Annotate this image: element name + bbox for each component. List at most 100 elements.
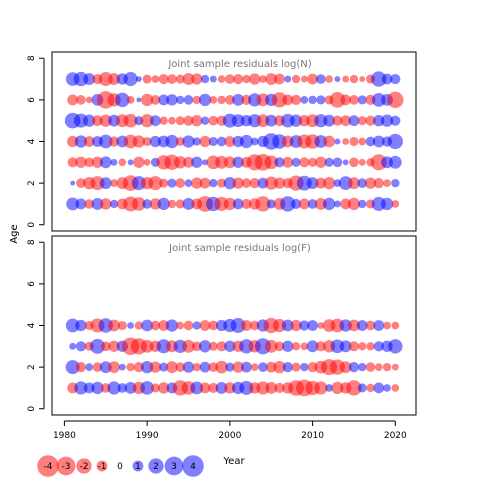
bubble-age2-2006 xyxy=(273,360,286,374)
bubble-age1-2014 xyxy=(340,198,352,210)
bubble-age4-1998 xyxy=(208,320,219,331)
y-tick-label: 0 xyxy=(27,406,37,412)
bubble-age1-1992 xyxy=(158,382,170,394)
bubble-age1-2017 xyxy=(366,383,375,393)
bubble-age1-2007 xyxy=(280,196,296,212)
bubble-age4-2001 xyxy=(230,318,246,333)
bubble-age1-1997 xyxy=(199,382,211,394)
bubble-age3-2001 xyxy=(232,156,244,168)
legend-label: 3 xyxy=(171,462,177,472)
bubble-age2-2001 xyxy=(232,177,244,189)
bubble-age7-1998 xyxy=(209,75,217,83)
bubble-age6-1989 xyxy=(136,97,142,103)
bubble-age1-2013 xyxy=(333,200,341,208)
bubble-age1-2009 xyxy=(298,198,310,210)
bubble-age1-1999 xyxy=(215,382,228,394)
bubble-age4-2011 xyxy=(317,322,325,329)
bubble-age6-1983 xyxy=(85,96,93,104)
panel-logn-frame xyxy=(51,51,417,232)
bubble-age2-2000 xyxy=(225,362,235,372)
bubble-age4-2017 xyxy=(365,136,376,147)
bubble-age4-1995 xyxy=(183,320,194,331)
bubble-age3-2014 xyxy=(342,159,349,166)
bubble-age7-1997 xyxy=(200,74,210,84)
bubble-age7-2016 xyxy=(359,76,366,83)
bubble-age2-2016 xyxy=(357,178,368,188)
bubble-age4-1996 xyxy=(192,137,201,146)
bubble-age1-1986 xyxy=(107,381,121,395)
bubble-age7-1996 xyxy=(191,73,203,85)
bubble-age7-1991 xyxy=(151,75,160,83)
y-tick-label: 2 xyxy=(27,180,37,186)
bubble-age7-2000 xyxy=(225,74,235,84)
bubble-age2-2000 xyxy=(223,176,237,190)
bubble-age4-2000 xyxy=(224,136,236,147)
bubble-age4-1994 xyxy=(176,321,185,330)
bubble-age3-1989 xyxy=(133,156,145,168)
bubble-age4-2013 xyxy=(334,138,341,145)
bubble-age6-2007 xyxy=(282,94,294,106)
bubble-age4-2017 xyxy=(365,320,376,331)
bubble-age7-2009 xyxy=(300,75,308,83)
bubble-age5-1996 xyxy=(191,115,203,127)
bubble-age1-2020 xyxy=(391,200,400,208)
bubble-age3-2011 xyxy=(315,341,326,352)
bubble-age1-1983 xyxy=(83,382,95,394)
bubble-age7-2002 xyxy=(242,74,251,84)
bubble-age7-2003 xyxy=(249,73,261,85)
bubble-age3-1995 xyxy=(182,339,195,353)
bubble-age2-2008 xyxy=(291,362,301,372)
bubble-age4-1991 xyxy=(150,320,161,331)
bubble-age1-2018 xyxy=(373,382,385,394)
bubble-age4-1981 xyxy=(65,318,80,333)
bubble-age1-1989 xyxy=(132,197,146,211)
bubble-age2-2020 xyxy=(391,178,400,188)
bubble-age5-2019 xyxy=(380,114,394,127)
bubble-age2-1999 xyxy=(217,178,227,188)
bubble-age7-1989 xyxy=(135,76,142,83)
bubble-age2-1993 xyxy=(167,178,177,188)
bubble-age3-2005 xyxy=(264,339,278,353)
bubble-age3-1981 xyxy=(69,342,77,350)
bubble-age2-2007 xyxy=(282,362,293,373)
panel-logf-bubbles xyxy=(65,317,403,397)
bubble-age4-1991 xyxy=(149,135,162,148)
bubble-age4-2003 xyxy=(249,320,260,331)
bubble-age2-2018 xyxy=(374,363,383,371)
y-tick-label: 8 xyxy=(27,55,37,61)
bubble-age1-2010 xyxy=(307,199,318,209)
bubble-age2-2002 xyxy=(241,178,252,188)
bubble-age5-1995 xyxy=(183,115,194,126)
bubble-age1-1991 xyxy=(150,383,160,393)
bubble-age2-2011 xyxy=(315,177,327,189)
bubble-age2-2001 xyxy=(232,361,244,373)
bubble-age2-2020 xyxy=(391,363,399,371)
bubble-age5-1997 xyxy=(200,116,210,125)
bubble-age4-2002 xyxy=(239,134,254,149)
bubble-age4-2018 xyxy=(372,135,385,148)
bubble-age4-2020 xyxy=(391,321,400,330)
bubble-age3-1984 xyxy=(91,156,104,168)
bubble-age7-2014 xyxy=(342,75,350,83)
bubble-age6-1981 xyxy=(67,94,79,106)
bubble-age4-1988 xyxy=(127,322,135,329)
bubble-age6-2016 xyxy=(357,95,367,105)
bubble-age3-2020 xyxy=(388,155,402,169)
bubble-age2-1993 xyxy=(166,361,178,374)
bubble-age2-2006 xyxy=(273,177,286,189)
bubble-age1-1992 xyxy=(157,197,170,211)
bubble-age4-1992 xyxy=(158,320,170,331)
panel-logn-y-axis: 0 2 4 6 8 xyxy=(27,55,45,228)
bubble-age2-1997 xyxy=(199,361,211,373)
panel-logn: Joint sample residuals log(N) 0 2 4 6 8 xyxy=(27,51,417,232)
bubble-age2-2004 xyxy=(258,362,268,372)
bubble-age3-2000 xyxy=(223,156,236,169)
bubble-age4-1990 xyxy=(142,136,152,147)
bubble-age7-2007 xyxy=(284,75,292,83)
bubble-age3-1986 xyxy=(108,340,120,352)
y-tick-label: 2 xyxy=(27,364,37,370)
bubble-age5-2013 xyxy=(332,115,343,126)
bubble-age4-1993 xyxy=(165,134,179,149)
bubble-age5-1984 xyxy=(92,115,103,127)
